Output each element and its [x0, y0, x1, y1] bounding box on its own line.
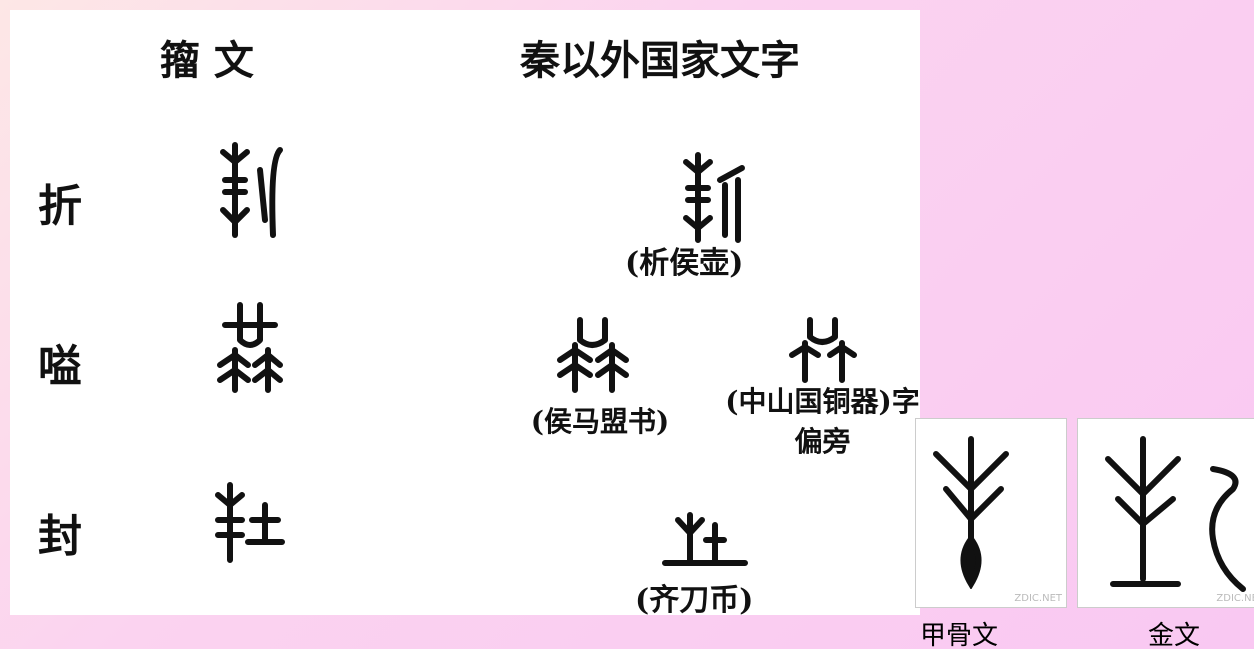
- source-label: (侯马盟书): [530, 405, 670, 438]
- glyph: [662, 512, 748, 566]
- zdic-card: ZDIC.NET: [915, 418, 1067, 608]
- header-right: 秦以外国家文字: [520, 37, 800, 84]
- source-label: (析侯壶): [625, 246, 744, 281]
- watermark: ZDIC.NET: [1216, 593, 1254, 604]
- row-char: 封: [38, 511, 82, 562]
- source-label: (中山国铜器)字偏旁: [725, 385, 920, 458]
- glyph: [557, 317, 629, 393]
- script-label: 甲骨文: [920, 621, 999, 649]
- header-left: 籀 文: [160, 37, 254, 84]
- row-char: 折: [38, 181, 82, 232]
- watermark: ZDIC.NET: [1014, 593, 1062, 604]
- glyph: [789, 317, 857, 383]
- glyph: [1105, 436, 1246, 592]
- glyph: [215, 482, 285, 563]
- glyph: [220, 142, 283, 238]
- source-label: (齐刀币): [635, 583, 754, 618]
- glyph: [217, 302, 283, 393]
- panel: 籀 文 秦以外国家文字 折 嗌 封 (析侯壶) (侯马盟书) (中山国铜器): [10, 10, 920, 618]
- glyph: [683, 152, 745, 243]
- zdic-card: ZDIC.NET: [1077, 418, 1254, 608]
- script-label: 金文: [1148, 621, 1201, 649]
- glyph: [933, 436, 1009, 589]
- row-char: 嗌: [38, 341, 82, 392]
